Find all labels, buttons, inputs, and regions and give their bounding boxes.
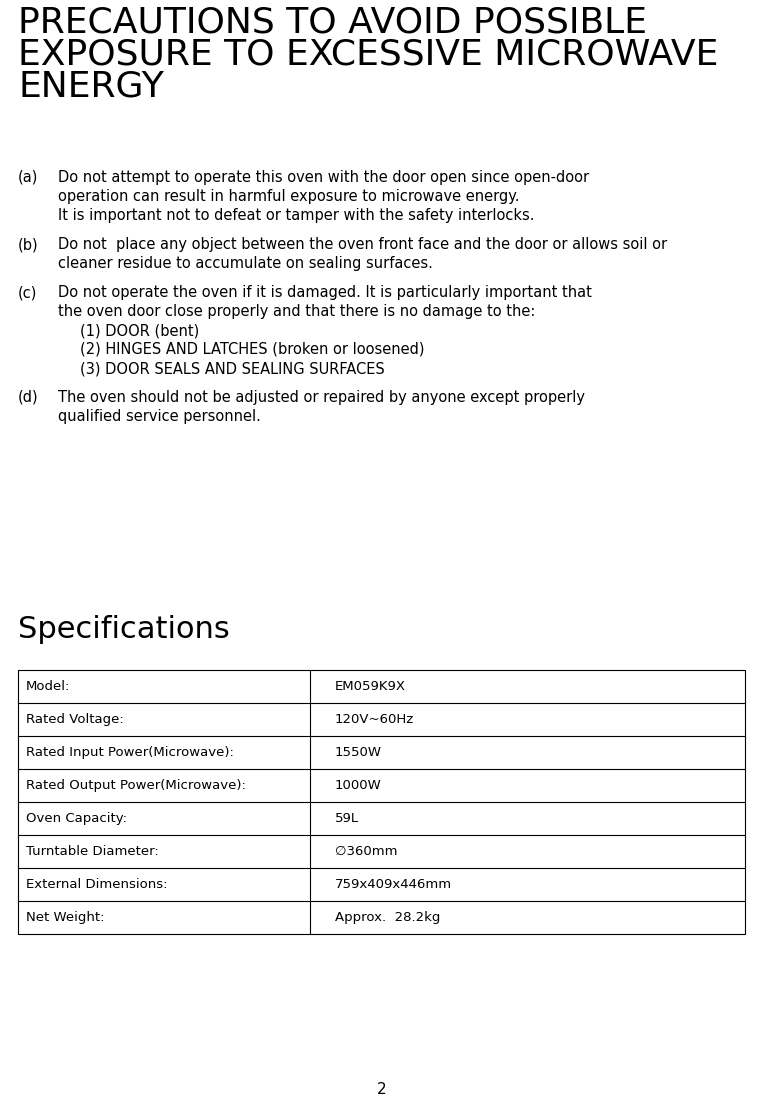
Text: qualified service personnel.: qualified service personnel.: [58, 409, 261, 424]
Text: Specifications: Specifications: [18, 615, 230, 644]
Text: The oven should not be adjusted or repaired by anyone except properly: The oven should not be adjusted or repai…: [58, 390, 585, 405]
Text: (b): (b): [18, 237, 39, 252]
Text: Rated Voltage:: Rated Voltage:: [26, 712, 124, 726]
Text: Do not attempt to operate this oven with the door open since open-door: Do not attempt to operate this oven with…: [58, 169, 589, 185]
Text: Approx.  28.2kg: Approx. 28.2kg: [335, 911, 440, 924]
Text: 1000W: 1000W: [335, 779, 382, 792]
Text: Turntable Diameter:: Turntable Diameter:: [26, 845, 159, 859]
Text: 1550W: 1550W: [335, 746, 382, 759]
Text: the oven door close properly and that there is no damage to the:: the oven door close properly and that th…: [58, 304, 536, 319]
Text: Do not operate the oven if it is damaged. It is particularly important that: Do not operate the oven if it is damaged…: [58, 285, 592, 300]
Text: (2) HINGES AND LATCHES (broken or loosened): (2) HINGES AND LATCHES (broken or loosen…: [80, 342, 424, 357]
Text: EXPOSURE TO EXCESSIVE MICROWAVE: EXPOSURE TO EXCESSIVE MICROWAVE: [18, 38, 719, 71]
Text: PRECAUTIONS TO AVOID POSSIBLE: PRECAUTIONS TO AVOID POSSIBLE: [18, 6, 647, 40]
Text: 759x409x446mm: 759x409x446mm: [335, 878, 452, 891]
Text: Rated Input Power(Microwave):: Rated Input Power(Microwave):: [26, 746, 234, 759]
Text: Oven Capacity:: Oven Capacity:: [26, 812, 127, 825]
Text: (3) DOOR SEALS AND SEALING SURFACES: (3) DOOR SEALS AND SEALING SURFACES: [80, 361, 385, 376]
Text: ∅360mm: ∅360mm: [335, 845, 398, 859]
Text: 59L: 59L: [335, 812, 359, 825]
Text: operation can result in harmful exposure to microwave energy.: operation can result in harmful exposure…: [58, 190, 520, 204]
Text: It is important not to defeat or tamper with the safety interlocks.: It is important not to defeat or tamper …: [58, 209, 535, 223]
Text: (a): (a): [18, 169, 38, 185]
Text: ENERGY: ENERGY: [18, 69, 164, 104]
Text: (c): (c): [18, 285, 37, 300]
Text: Model:: Model:: [26, 680, 70, 694]
Text: Do not  place any object between the oven front face and the door or allows soil: Do not place any object between the oven…: [58, 237, 667, 252]
Text: Rated Output Power(Microwave):: Rated Output Power(Microwave):: [26, 779, 246, 792]
Text: (1) DOOR (bent): (1) DOOR (bent): [80, 323, 199, 338]
Text: 120V~60Hz: 120V~60Hz: [335, 712, 414, 726]
Text: 2: 2: [377, 1083, 386, 1097]
Text: EM059K9X: EM059K9X: [335, 680, 406, 694]
Text: Net Weight:: Net Weight:: [26, 911, 105, 924]
Bar: [18, 670, 745, 934]
Text: External Dimensions:: External Dimensions:: [26, 878, 168, 891]
Text: cleaner residue to accumulate on sealing surfaces.: cleaner residue to accumulate on sealing…: [58, 256, 433, 271]
Text: (d): (d): [18, 390, 39, 405]
